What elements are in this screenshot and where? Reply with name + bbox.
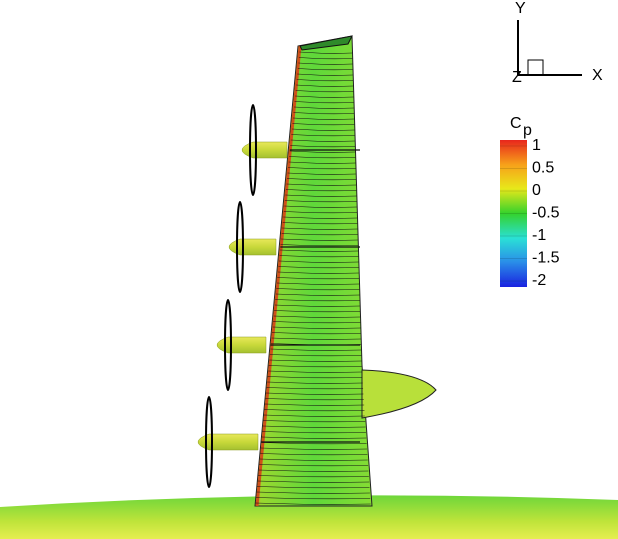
colorbar-tick-label: 1 (532, 137, 541, 154)
nacelle (242, 142, 287, 158)
colorbar-title-subscript: p (523, 122, 532, 139)
colorbar-tick-label: 0.5 (532, 160, 554, 177)
colorbar-title: C (510, 115, 522, 132)
colorbar-tick-label: -1.5 (532, 250, 560, 267)
scene: Y X Z C p 1 0.5 0 -0.5 -1 -1.5 -2 (0, 0, 618, 539)
colorbar-tick-label: -2 (532, 272, 546, 289)
axis-label-x: X (592, 67, 603, 84)
colorbar: C p 1 0.5 0 -0.5 -1 -1.5 -2 (500, 115, 560, 289)
wing (255, 36, 436, 506)
axes-triad: Y X Z (512, 0, 603, 86)
page: {"colorbar": {"title": "C", "title_subsc… (0, 0, 618, 539)
axis-label-y: Y (515, 0, 526, 17)
colorbar-tick-label: -0.5 (532, 205, 560, 222)
colorbar-tick-label: 0 (532, 182, 541, 199)
colorbar-tick-label: -1 (532, 227, 546, 244)
axis-label-z: Z (512, 69, 522, 86)
